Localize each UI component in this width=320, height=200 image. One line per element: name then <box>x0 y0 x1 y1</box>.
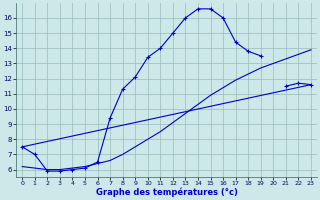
X-axis label: Graphe des températures (°c): Graphe des températures (°c) <box>96 188 237 197</box>
